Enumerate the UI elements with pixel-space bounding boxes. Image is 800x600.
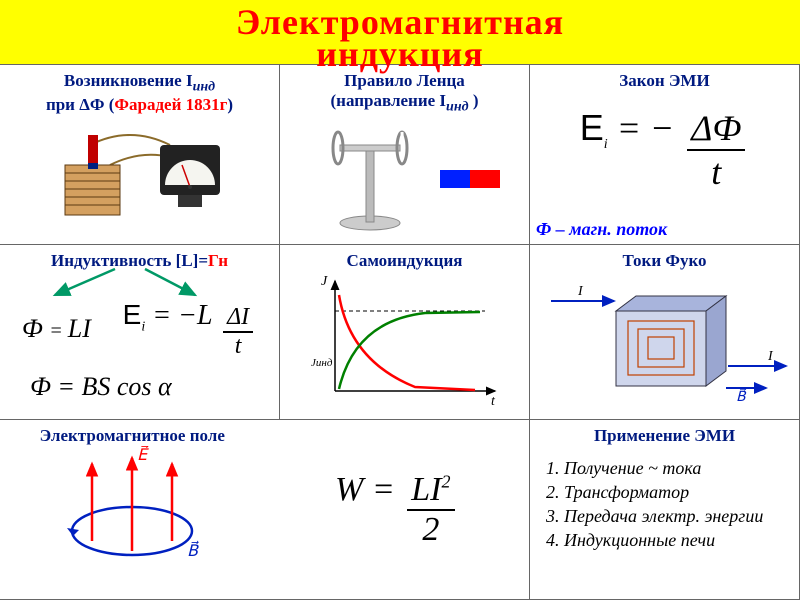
applications-header: Применение ЭМИ xyxy=(536,426,793,446)
ind-f1-eq: = xyxy=(49,320,68,342)
foucault-header: Токи Фуко xyxy=(536,251,793,271)
selfinduction-header: Самоиндукция xyxy=(286,251,523,271)
lenz-svg xyxy=(290,115,520,235)
cell-emfield-energy: Электромагнитное поле B⃗ E⃗ xyxy=(0,420,530,600)
applications-list: Получение ~ тока Трансформатор Передача … xyxy=(564,456,793,553)
cell-applications: Применение ЭМИ Получение ~ тока Трансфор… xyxy=(530,420,800,600)
lenz-header-p1: Правило Ленца xyxy=(344,71,465,90)
ind-f1-lhs: Ф xyxy=(22,314,43,343)
faraday-header: Возникновение Iинд при ΔФ (Фарадей 1831г… xyxy=(6,71,273,115)
emfield-svg: B⃗ E⃗ xyxy=(37,446,227,581)
svg-text:E⃗: E⃗ xyxy=(137,446,149,464)
ind-f3: Ф = BS cos α xyxy=(30,372,273,402)
ind-f1-rhs: LI xyxy=(68,314,91,343)
emi-num: ΔФ xyxy=(687,107,745,149)
energy-num: LI xyxy=(411,471,441,508)
ind-formulas: Ф = LI Ei = −L ΔI t xyxy=(6,299,273,360)
faraday-diagram xyxy=(6,115,273,225)
energy-den: 2 xyxy=(418,511,443,549)
selfinduction-svg: t J Jинд xyxy=(305,271,505,411)
svg-text:B⃗: B⃗ xyxy=(187,540,199,560)
lenz-header-close: ) xyxy=(469,91,479,110)
ind-f2-eq: = −L xyxy=(152,300,212,331)
ind-f2-E: E xyxy=(123,299,142,330)
cell-emi-law: Закон ЭМИ Ei = − ΔФ t Ф – магн. поток xyxy=(530,65,800,245)
selfinduction-chart: t J Jинд xyxy=(286,271,523,411)
faraday-name: Фарадей 1831г xyxy=(114,95,227,114)
cell-selfinduction: Самоиндукция t J Jинд xyxy=(280,245,530,420)
cell-lenz: Правило Ленца (направление Iинд ) xyxy=(280,65,530,245)
emi-eq: = − xyxy=(617,108,675,148)
emi-den: t xyxy=(707,151,725,193)
svg-text:I: I xyxy=(577,284,584,299)
faraday-header-p1: Возникновение I xyxy=(64,71,193,90)
lenz-header-sub: инд xyxy=(446,99,469,114)
ind-f2-i: i xyxy=(141,319,145,334)
faraday-header-sub: инд xyxy=(193,79,216,94)
inductance-arrows-svg xyxy=(5,267,275,297)
emi-E: E xyxy=(580,107,604,148)
svg-text:t: t xyxy=(491,394,496,409)
emfield-header: Электромагнитное поле xyxy=(4,426,261,446)
emi-i: i xyxy=(604,137,608,152)
energy-formula: W = LI2 2 xyxy=(335,471,459,549)
emi-law-header: Закон ЭМИ xyxy=(536,71,793,91)
page-title: Электромагнитная индукция xyxy=(0,0,800,64)
app-item-1: Получение ~ тока xyxy=(564,456,793,480)
cell-inductance: Индуктивность [L]=Гн Ф = LI Ei = −L ΔI xyxy=(0,245,280,420)
energy-exp: 2 xyxy=(442,471,451,491)
foucault-diagram: I I B⃗ xyxy=(536,271,793,406)
foucault-svg: I I B⃗ xyxy=(536,271,793,406)
ind-f2-den: t xyxy=(231,333,246,360)
lenz-header: Правило Ленца (направление Iинд ) xyxy=(286,71,523,115)
app-item-3: Передача электр. энергии xyxy=(564,504,793,528)
svg-text:B⃗: B⃗ xyxy=(736,387,747,405)
ind-f2-num: ΔI xyxy=(223,304,253,331)
content-grid: Возникновение Iинд при ΔФ (Фарадей 1831г… xyxy=(0,64,800,600)
app-item-2: Трансформатор xyxy=(564,480,793,504)
faraday-header-close: ) xyxy=(227,95,233,114)
svg-text:I: I xyxy=(767,349,774,364)
svg-text:J: J xyxy=(321,274,328,289)
lenz-diagram xyxy=(286,115,523,235)
lenz-header-p2: (направление I xyxy=(331,91,447,110)
app-item-4: Индукционные печи xyxy=(564,528,793,552)
emfield-diagram: B⃗ E⃗ xyxy=(4,446,261,581)
energy-lhs: W = xyxy=(335,471,403,508)
faraday-header-p2: при ΔФ ( xyxy=(46,95,114,114)
coil-galvanometer-svg xyxy=(30,115,250,225)
cell-faraday: Возникновение Iинд при ΔФ (Фарадей 1831г… xyxy=(0,65,280,245)
svg-text:Jинд: Jинд xyxy=(311,357,333,369)
emi-formula: Ei = − ΔФ t xyxy=(536,107,793,193)
cell-foucault: Токи Фуко I I xyxy=(530,245,800,420)
flux-note: Ф – магн. поток xyxy=(536,219,667,240)
